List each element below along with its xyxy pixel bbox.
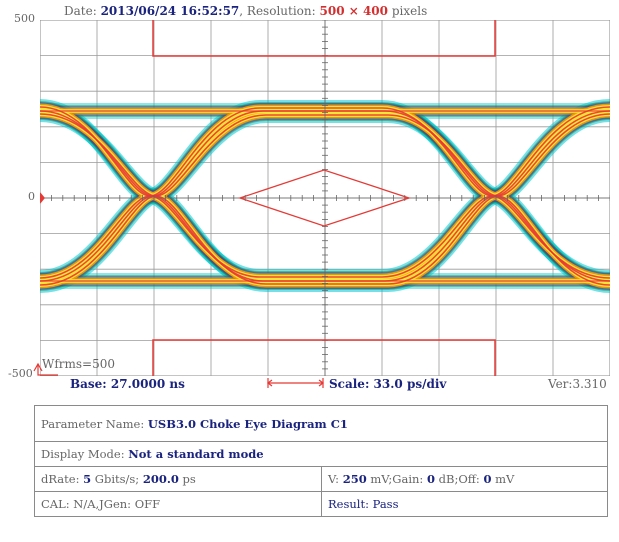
eye-diagram-plot [40,20,610,376]
display-mode-cell: Display Mode: Not a standard mode [34,441,608,467]
resolution-value: 500 × 400 [319,4,389,18]
parameter-name-cell: Parameter Name: USB3.0 Choke Eye Diagram… [34,405,608,442]
scale-label: Scale: 33.0 ps/div [329,377,447,391]
scale-arrow-left [267,379,273,387]
gain-value: 0 [426,472,435,486]
parameter-table: Parameter Name: USB3.0 Choke Eye Diagram… [34,405,608,517]
mask-center-diamond [237,169,412,227]
date-value: 2013/06/24 16:52:57 [100,4,240,18]
unit-interval-unit: ps [182,472,196,486]
offset-label: Off: [458,472,480,486]
table-row: Parameter Name: USB3.0 Choke Eye Diagram… [34,405,608,442]
parameter-name-value: USB3.0 Choke Eye Diagram C1 [147,416,348,431]
resolution-label: Resolution: [246,4,316,18]
parameter-name-label: Parameter Name: [41,416,145,431]
eye-trace [40,114,610,286]
y-axis-top-label: 500 [14,12,35,25]
eye-waveforms [40,99,610,293]
date-label: Date: [64,4,97,18]
eye-trace [40,106,610,278]
plot-header: Date: 2013/06/24 16:52:57, Resolution: 5… [64,4,428,18]
scale-arrow-right [318,379,324,387]
y-axis-bottom-label: -500 [8,367,33,380]
data-rate-cell: dRate: 5 Gbits/s; 200.0 ps [34,466,322,492]
display-mode-label: Display Mode: [41,447,125,461]
data-rate-label: dRate: [41,472,80,486]
table-row: CAL: N/A,JGen: OFF Result: Pass [34,491,608,517]
center-axis-ticks [40,20,610,376]
eye-trace [40,107,610,279]
mask-top-region [152,20,496,57]
base-marker [37,364,58,376]
offset-unit: mV [495,472,515,486]
resolution-unit: pixels [391,4,428,18]
calibration-text: CAL: N/A,JGen: OFF [41,497,161,511]
voltage-label: V: [328,472,340,486]
voltage-value: 250 [342,472,367,486]
offset-value: 0 [483,472,492,486]
data-rate-unit: Gbits/s; [94,472,140,486]
zero-marker [40,192,45,204]
table-row: Display Mode: Not a standard mode [34,441,608,467]
base-marker-arrow [33,362,43,372]
table-row: dRate: 5 Gbits/s; 200.0 ps V: 250 mV;Gai… [34,466,608,492]
version-label: Ver:3.310 [548,377,607,391]
voltage-cell: V: 250 mV;Gain: 0 dB;Off: 0 mV [321,466,608,492]
base-scale-markers [33,362,324,388]
mask-bottom-region [152,339,496,376]
calibration-cell: CAL: N/A,JGen: OFF [34,491,322,517]
base-label: Base: 27.0000 ns [70,377,185,391]
voltage-unit: mV; [370,472,393,486]
display-mode-value: Not a standard mode [128,447,264,461]
gain-label: Gain: [392,472,424,486]
y-axis-zero-label: 0 [28,190,35,203]
eye-mask [152,20,496,376]
waveform-count: Wfrms=500 [42,357,116,371]
result-cell: Result: Pass [321,491,608,517]
data-rate-value: 5 [83,472,92,486]
gain-unit: dB; [438,472,459,486]
eye-trace [40,113,610,285]
unit-interval-value: 200.0 [142,472,179,486]
result-text: Result: Pass [328,497,399,511]
